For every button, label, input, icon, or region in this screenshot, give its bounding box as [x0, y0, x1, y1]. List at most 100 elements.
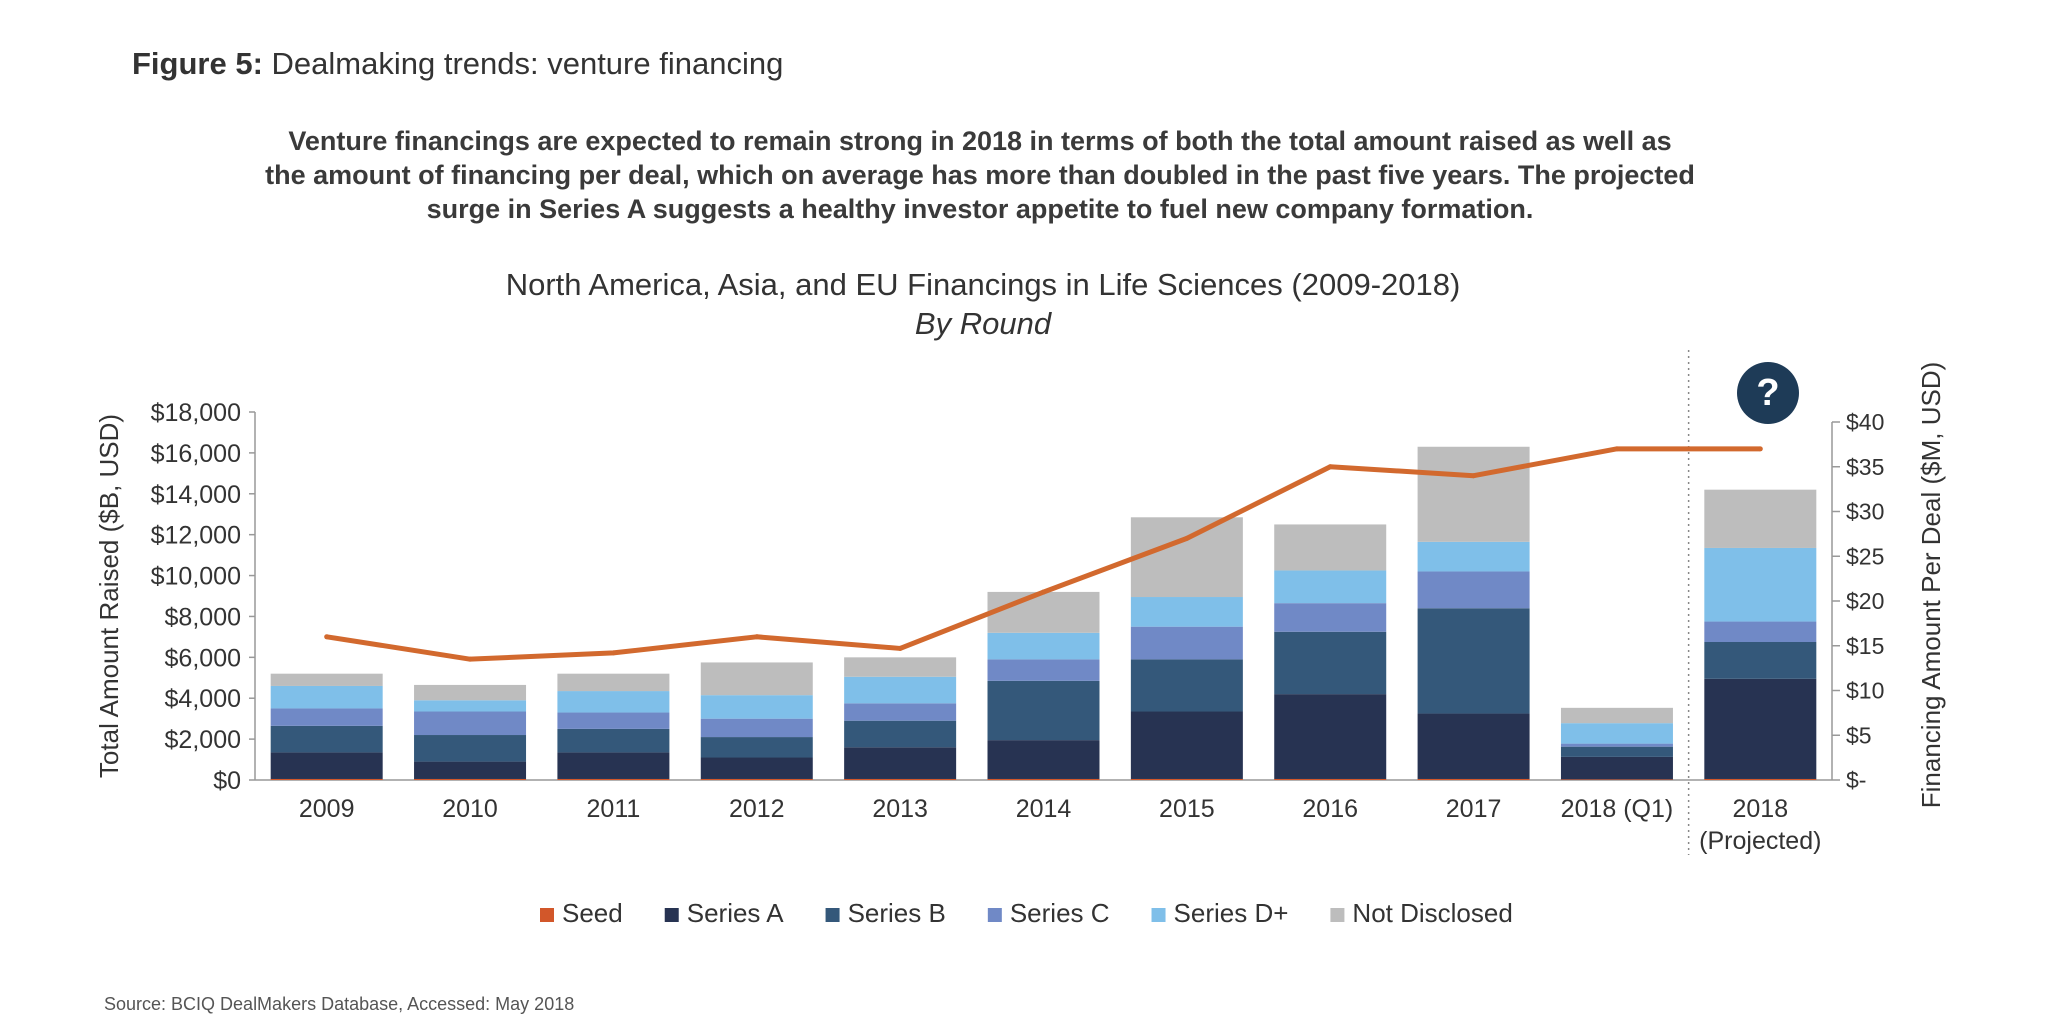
y2-tick-label: $35 — [1846, 454, 1884, 480]
legend-label-series-a: Series A — [687, 898, 784, 928]
y-axis-title: Total Amount Raised ($B, USD) — [94, 414, 124, 778]
bar-series-a — [414, 761, 527, 779]
bar-series-c — [414, 711, 527, 736]
bar-series-a — [987, 740, 1100, 779]
bar-series-c — [1560, 743, 1673, 747]
summary-text: Venture financings are expected to remai… — [160, 124, 1800, 226]
per-deal-point — [1471, 473, 1477, 479]
y-tick-label: $0 — [213, 767, 241, 795]
per-deal-point — [754, 634, 760, 640]
per-deal-point — [467, 656, 473, 662]
y-tick-label: $12,000 — [151, 522, 241, 550]
bar-series-c — [1417, 571, 1530, 609]
legend-swatch-series-a — [664, 908, 679, 922]
bar-series-d- — [1704, 547, 1817, 622]
bar-series-c — [1130, 626, 1243, 660]
per-deal-point — [610, 650, 616, 656]
bar-not-disclosed — [844, 657, 957, 677]
x-tick-label: 2015 — [1159, 795, 1215, 823]
bar-series-b — [414, 735, 527, 762]
bar-series-a — [1130, 711, 1243, 779]
bar-series-b — [270, 725, 383, 753]
x-tick-label: 2014 — [1016, 795, 1072, 823]
x-tick-label: 2009 — [299, 795, 355, 823]
summary-line-2: the amount of financing per deal, which … — [265, 160, 1695, 190]
bar-series-c — [1274, 603, 1387, 632]
bar-series-d- — [700, 695, 813, 719]
y-tick-label: $14,000 — [151, 481, 241, 509]
bar-not-disclosed — [557, 673, 670, 692]
bar-series-d- — [1274, 570, 1387, 604]
y2-axis-title: Financing Amount Per Deal ($M, USD) — [1916, 362, 1946, 809]
x-tick-label: 2018 (Q1) — [1561, 795, 1674, 823]
y-tick-label: $8,000 — [165, 603, 241, 631]
bar-seed — [414, 778, 527, 780]
bar-series-d- — [1560, 723, 1673, 744]
x-tick-label: 2012 — [729, 795, 785, 823]
x-tick-label: (Projected) — [1699, 827, 1821, 855]
bar-not-disclosed — [1704, 489, 1817, 548]
bar-series-c — [557, 712, 670, 729]
bar-seed — [1274, 778, 1387, 780]
legend-label-series-b: Series B — [848, 898, 946, 928]
bar-series-b — [1704, 642, 1817, 679]
bar-series-c — [270, 708, 383, 726]
figure-label: Figure 5: — [132, 46, 263, 81]
bar-seed — [844, 778, 957, 780]
bar-not-disclosed — [1130, 517, 1243, 598]
bar-series-b — [844, 720, 957, 748]
source-note: Source: BCIQ DealMakers Database, Access… — [104, 994, 575, 1014]
y2-tick-label: $5 — [1846, 722, 1872, 748]
bar-series-b — [700, 737, 813, 758]
summary-line-3: surge in Series A suggests a healthy inv… — [426, 194, 1534, 224]
bar-series-a — [1704, 678, 1817, 779]
legend-swatch-seed — [540, 908, 554, 922]
legend-label-seed: Seed — [562, 898, 623, 928]
bar-series-a — [270, 752, 383, 779]
bar-series-d- — [1130, 597, 1243, 627]
bar-not-disclosed — [270, 673, 383, 686]
figure-caption: Figure 5: Dealmaking trends: venture fin… — [132, 46, 783, 82]
y-tick-label: $16,000 — [151, 440, 241, 468]
y-tick-label: $6,000 — [165, 644, 241, 672]
bar-series-c — [700, 718, 813, 738]
bar-series-c — [1704, 621, 1817, 642]
y2-tick-label: $25 — [1846, 543, 1884, 569]
bar-seed — [1560, 779, 1673, 780]
per-deal-point — [1041, 589, 1046, 595]
bar-series-a — [1417, 713, 1530, 779]
bar-series-d- — [557, 691, 670, 713]
y2-tick-label: $30 — [1846, 499, 1884, 525]
bar-series-d- — [1417, 541, 1530, 572]
x-tick-label: 2010 — [442, 795, 498, 823]
legend-swatch-series-c — [987, 908, 1002, 922]
y-tick-label: $2,000 — [165, 726, 241, 754]
legend-label-not-disclosed: Not Disclosed — [1352, 898, 1512, 928]
bar-series-a — [557, 752, 670, 779]
legend-swatch-not-disclosed — [1330, 908, 1345, 922]
y2-tick-label: $20 — [1846, 588, 1884, 614]
bar-series-c — [987, 659, 1100, 681]
bar-series-b — [1274, 631, 1387, 695]
per-deal-point — [1327, 464, 1333, 470]
per-deal-point — [1614, 446, 1620, 452]
bar-seed — [1417, 778, 1530, 780]
x-tick-label: 2016 — [1302, 795, 1358, 823]
bar-not-disclosed — [1274, 524, 1387, 571]
bar-series-d- — [844, 676, 957, 704]
bar-seed — [1704, 778, 1817, 780]
x-tick-label: 2013 — [872, 795, 928, 823]
bar-not-disclosed — [1417, 446, 1530, 542]
x-tick-label: 2017 — [1446, 795, 1502, 823]
bar-series-d- — [987, 632, 1100, 660]
bar-series-b — [557, 728, 670, 753]
y-tick-label: $10,000 — [151, 563, 241, 591]
bar-seed — [700, 778, 813, 780]
bar-seed — [1130, 778, 1243, 780]
y2-tick-label: $15 — [1846, 633, 1884, 659]
help-icon[interactable]: ? — [1737, 362, 1799, 424]
bar-seed — [557, 778, 670, 780]
legend-swatch-series-b — [825, 908, 840, 922]
chart-title: North America, Asia, and EU Financings i… — [505, 267, 1461, 302]
bar-series-d- — [270, 685, 383, 709]
